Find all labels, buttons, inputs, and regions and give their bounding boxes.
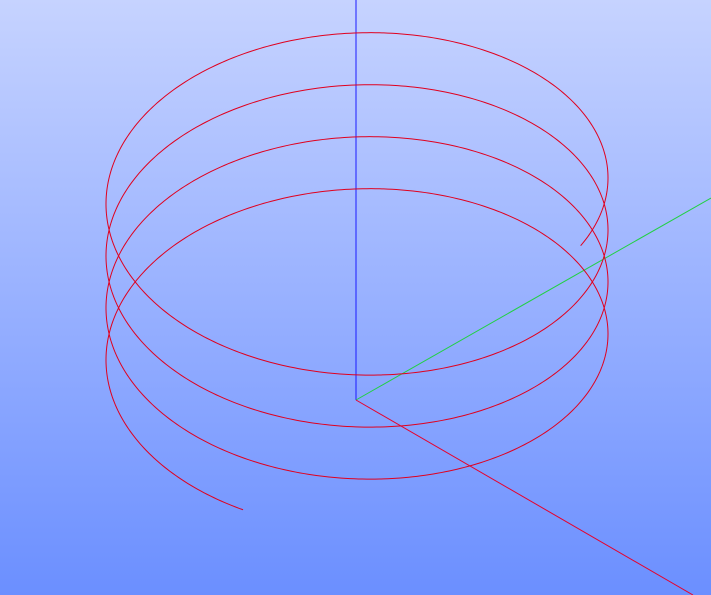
helix-curve — [105, 32, 609, 511]
x-axis-line — [355, 399, 694, 595]
y-axis-line — [355, 197, 711, 401]
